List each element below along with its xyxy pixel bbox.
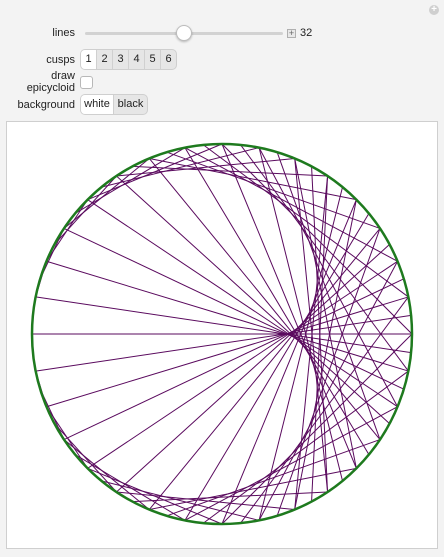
cusps-option-5[interactable]: 5 (145, 50, 161, 69)
chord-line (63, 278, 405, 441)
chord-line (311, 175, 329, 502)
cusps-label: cusps (46, 53, 75, 66)
lines-value: 32 (300, 27, 313, 39)
chord-line (74, 454, 186, 521)
chord-line (63, 158, 150, 229)
cusps-control-row: cusps 1 2 3 4 5 6 (0, 49, 177, 70)
lines-slider-thumb[interactable] (176, 25, 192, 41)
chord-line (63, 439, 150, 510)
chord-line (74, 147, 186, 214)
chord-line (294, 199, 357, 510)
lines-label: lines (52, 27, 75, 39)
lines-slider-expand-plus-icon[interactable]: + (287, 28, 296, 38)
cusps-option-4[interactable]: 4 (129, 50, 145, 69)
chord-line (149, 157, 357, 201)
chord-line (116, 175, 390, 424)
chord-line (221, 199, 357, 525)
chord-line (35, 314, 412, 372)
background-option-black[interactable]: black (117, 98, 144, 110)
cardioid-envelope-graphic (7, 122, 437, 548)
cusps-option-1[interactable]: 1 (81, 50, 97, 69)
chord-line (203, 370, 409, 524)
chord-line (184, 147, 370, 455)
chord-line (87, 199, 398, 408)
chord-line (35, 296, 412, 354)
background-option-white[interactable]: white (81, 95, 114, 114)
chord-line (184, 147, 398, 262)
panel-options-plus-icon[interactable]: + (429, 5, 439, 15)
chord-line (184, 406, 398, 521)
chord-line (294, 175, 329, 510)
plot-area (6, 121, 438, 549)
lines-control-row: lines (0, 24, 80, 42)
base-circle (30, 142, 414, 526)
draw-epicycloid-row: draw epicycloid (0, 70, 93, 94)
chord-line (46, 296, 409, 408)
chord-line (258, 147, 344, 481)
background-setter-bar: white black (80, 94, 148, 115)
chord-line (149, 467, 357, 511)
background-control-row: background white black (0, 94, 148, 115)
plot-background (7, 122, 437, 548)
chord-line (46, 260, 409, 372)
chord-line (258, 187, 344, 521)
chord-line (276, 152, 381, 440)
chord-line (221, 143, 357, 469)
chord-line (258, 261, 398, 521)
chord-line (258, 147, 398, 407)
chord-line (116, 244, 390, 493)
chord-line (276, 228, 381, 516)
background-label: background (17, 98, 76, 111)
chord-lines (32, 143, 413, 525)
chord-line (116, 157, 295, 177)
chord-line (63, 227, 405, 390)
draw-epicycloid-label: draw epicycloid (26, 70, 75, 94)
chord-line (184, 213, 370, 521)
cusps-option-6[interactable]: 6 (165, 53, 172, 65)
chord-line (87, 260, 398, 469)
draw-epicycloid-checkbox[interactable] (80, 75, 93, 89)
chord-line (221, 143, 413, 335)
cusps-setter-bar: 1 2 3 4 5 6 (80, 49, 177, 70)
chord-line (294, 158, 329, 493)
chord-line (166, 439, 381, 517)
cusps-option-2[interactable]: 2 (97, 50, 113, 69)
cusps-option-3[interactable]: 3 (113, 50, 129, 69)
chord-line (221, 333, 413, 525)
chord-line (203, 144, 409, 298)
chord-line (101, 480, 260, 521)
chord-line (166, 151, 381, 229)
chord-line (116, 491, 295, 511)
chord-line (148, 158, 381, 440)
